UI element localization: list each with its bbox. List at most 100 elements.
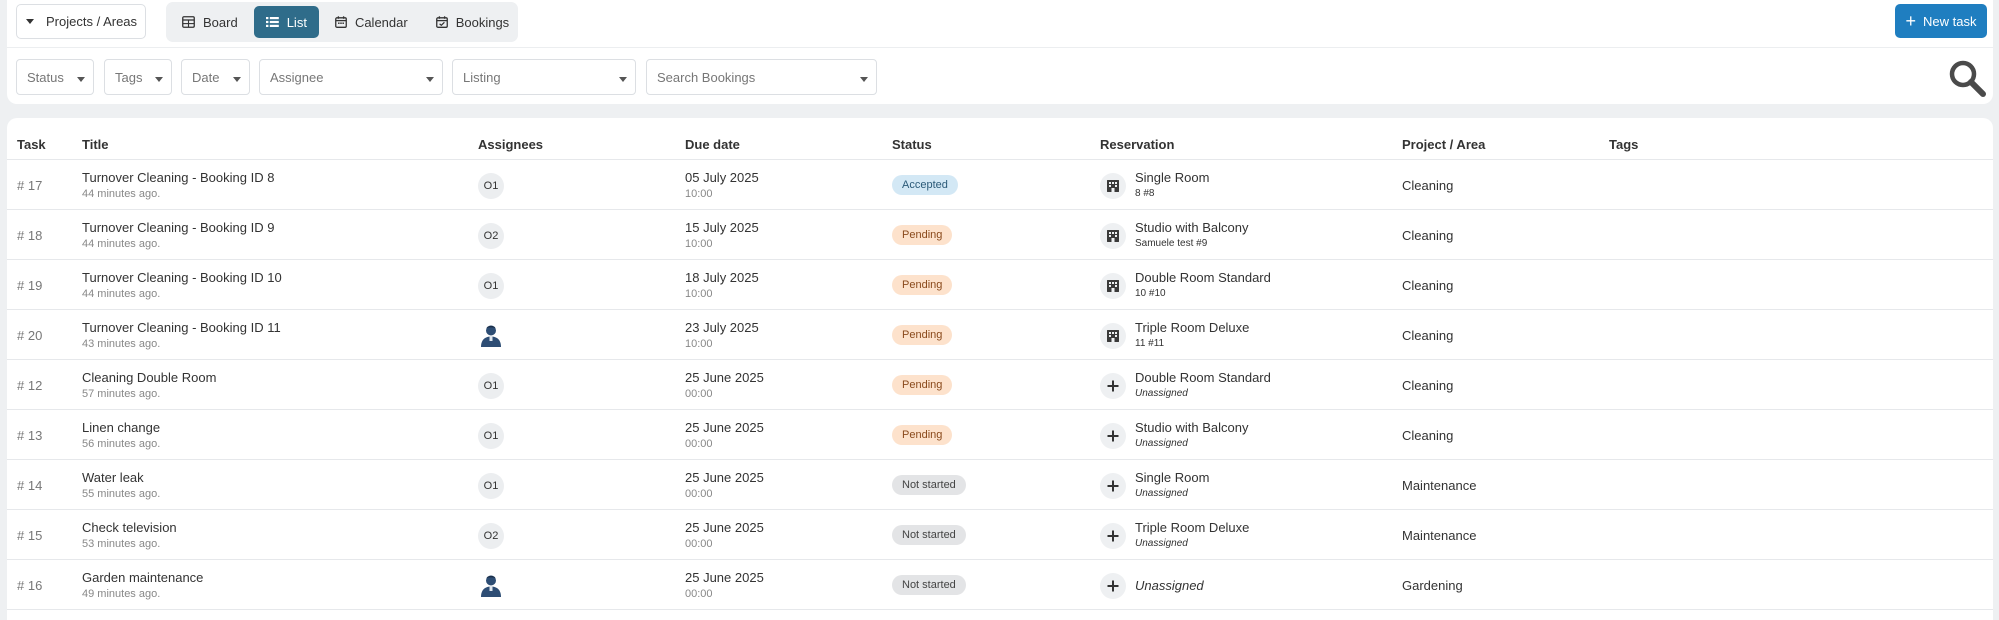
status-filter[interactable]: Status (16, 59, 94, 95)
avatar[interactable] (478, 322, 504, 348)
header-task[interactable]: Task (17, 137, 46, 152)
building-icon[interactable] (1100, 223, 1126, 249)
status-badge[interactable]: Pending (892, 275, 953, 295)
task-title[interactable]: Turnover Cleaning - Booking ID 9 (82, 220, 275, 235)
user-avatar-icon (481, 325, 501, 347)
reservation-detail: 11 #11 (1135, 338, 1165, 349)
tags-filter[interactable]: Tags (104, 59, 172, 95)
assignee-filter[interactable]: Assignee (259, 59, 443, 95)
table-row[interactable]: # 19 Turnover Cleaning - Booking ID 10 44 … (7, 260, 1993, 310)
status-badge[interactable]: Pending (892, 425, 953, 445)
reservation-detail: Unassigned (1135, 488, 1188, 499)
status-badge[interactable]: Not started (892, 575, 966, 595)
status-filter-label: Status (27, 69, 64, 85)
header-status[interactable]: Status (892, 137, 932, 152)
task-table: Task Title Assignees Due date Status Res… (7, 118, 1993, 620)
due-time: 00:00 (685, 588, 713, 600)
building-icon[interactable] (1100, 323, 1126, 349)
task-title[interactable]: Turnover Cleaning - Booking ID 8 (82, 170, 275, 185)
building-icon[interactable] (1100, 173, 1126, 199)
reservation-name: Double Room Standard (1135, 370, 1271, 385)
view-board-button[interactable]: Board (170, 6, 250, 38)
header-tags[interactable]: Tags (1609, 137, 1639, 152)
status-badge[interactable]: Pending (892, 225, 953, 245)
due-date: 18 July 2025 (685, 270, 759, 285)
task-title[interactable]: Turnover Cleaning - Booking ID 11 (82, 320, 281, 335)
date-filter[interactable]: Date (181, 59, 250, 95)
due-date: 25 June 2025 (685, 520, 764, 535)
status-badge[interactable]: Not started (892, 525, 966, 545)
building-icon[interactable] (1100, 273, 1126, 299)
status-badge[interactable]: Pending (892, 325, 953, 345)
avatar[interactable] (478, 572, 504, 598)
header-assignees[interactable]: Assignees (478, 137, 544, 152)
reservation-name: Double Room Standard (1135, 270, 1271, 285)
assignee-badge[interactable]: O2 (478, 223, 504, 249)
status-badge[interactable]: Not started (892, 475, 966, 495)
table-header: Task Title Assignees Due date Status Res… (7, 118, 1993, 160)
view-calendar-label: Calendar (354, 14, 408, 30)
table-row[interactable]: # 16 Garden maintenance 49 minutes ago. 25 … (7, 560, 1993, 610)
due-time: 00:00 (685, 388, 713, 400)
view-calendar-button[interactable]: Calendar (323, 6, 420, 38)
plus-icon[interactable] (1100, 423, 1126, 449)
task-id: # 12 (17, 378, 43, 393)
due-time: 10:00 (685, 238, 713, 250)
assignee-badge[interactable]: O1 (478, 423, 504, 449)
caret-down-icon (860, 77, 868, 82)
header-title[interactable]: Title (82, 137, 109, 152)
task-created-time: 55 minutes ago. (82, 488, 161, 500)
view-bookings-label: Bookings (455, 14, 510, 30)
plus-icon[interactable] (1100, 373, 1126, 399)
due-time: 10:00 (685, 338, 713, 350)
caret-down-icon (233, 77, 241, 82)
assignee-badge[interactable]: O1 (478, 373, 504, 399)
assignee-badge[interactable]: O1 (478, 173, 504, 199)
tags-filter-label: Tags (115, 69, 143, 85)
reservation-name: Single Room (1135, 170, 1210, 185)
listing-filter[interactable]: Listing (452, 59, 636, 95)
task-title[interactable]: Cleaning Double Room (82, 370, 217, 385)
plus-icon[interactable] (1100, 523, 1126, 549)
reservation-detail: 10 #10 (1135, 288, 1166, 299)
task-created-time: 57 minutes ago. (82, 388, 161, 400)
task-title[interactable]: Linen change (82, 420, 161, 435)
reservation-detail: Unassigned (1135, 438, 1188, 449)
table-row[interactable]: # 14 Water leak 55 minutes ago. O1 25 June 2… (7, 460, 1993, 510)
assignee-badge[interactable]: O2 (478, 523, 504, 549)
status-badge[interactable]: Pending (892, 375, 953, 395)
toolbar-top-row: Projects / Areas Board List Calendar Boo… (7, 0, 1993, 48)
due-date: 25 June 2025 (685, 470, 764, 485)
plus-icon: + (1905, 11, 1917, 31)
projects-areas-dropdown[interactable]: Projects / Areas (16, 4, 146, 39)
task-title[interactable]: Check television (82, 520, 177, 535)
assignee-badge[interactable]: O1 (478, 473, 504, 499)
reservation-detail: Unassigned (1135, 388, 1188, 399)
due-date: 25 June 2025 (685, 420, 764, 435)
table-row[interactable]: # 12 Cleaning Double Room 57 minutes ago. O… (7, 360, 1993, 410)
header-reservation[interactable]: Reservation (1100, 137, 1175, 152)
view-bookings-button[interactable]: Bookings (424, 6, 521, 38)
calendar-icon (335, 16, 347, 28)
header-project-area[interactable]: Project / Area (1402, 137, 1486, 152)
task-title[interactable]: Garden maintenance (82, 570, 204, 585)
task-id: # 14 (17, 478, 43, 493)
assignee-badge[interactable]: O1 (478, 273, 504, 299)
table-row[interactable]: # 15 Check television 53 minutes ago. O2 25 … (7, 510, 1993, 560)
caret-down-icon (77, 77, 85, 82)
task-title[interactable]: Water leak (82, 470, 144, 485)
status-badge[interactable]: Accepted (892, 175, 958, 195)
plus-icon[interactable] (1100, 573, 1126, 599)
table-row[interactable]: # 20 Turnover Cleaning - Booking ID 11 43 … (7, 310, 1993, 360)
table-row[interactable]: # 17 Turnover Cleaning - Booking ID 8 44 m… (7, 160, 1993, 210)
plus-icon[interactable] (1100, 473, 1126, 499)
table-row[interactable]: # 13 Linen change 56 minutes ago. O1 25 June… (7, 410, 1993, 460)
search-bookings-filter[interactable]: Search Bookings (646, 59, 877, 95)
new-task-button[interactable]: + New task (1895, 4, 1987, 38)
header-due-date[interactable]: Due date (685, 137, 740, 152)
task-title[interactable]: Turnover Cleaning - Booking ID 10 (82, 270, 282, 285)
search-icon[interactable] (1947, 58, 1987, 98)
view-list-button[interactable]: List (253, 6, 319, 38)
table-row[interactable]: # 18 Turnover Cleaning - Booking ID 9 44 m… (7, 210, 1993, 260)
project-area: Cleaning (1402, 228, 1454, 243)
